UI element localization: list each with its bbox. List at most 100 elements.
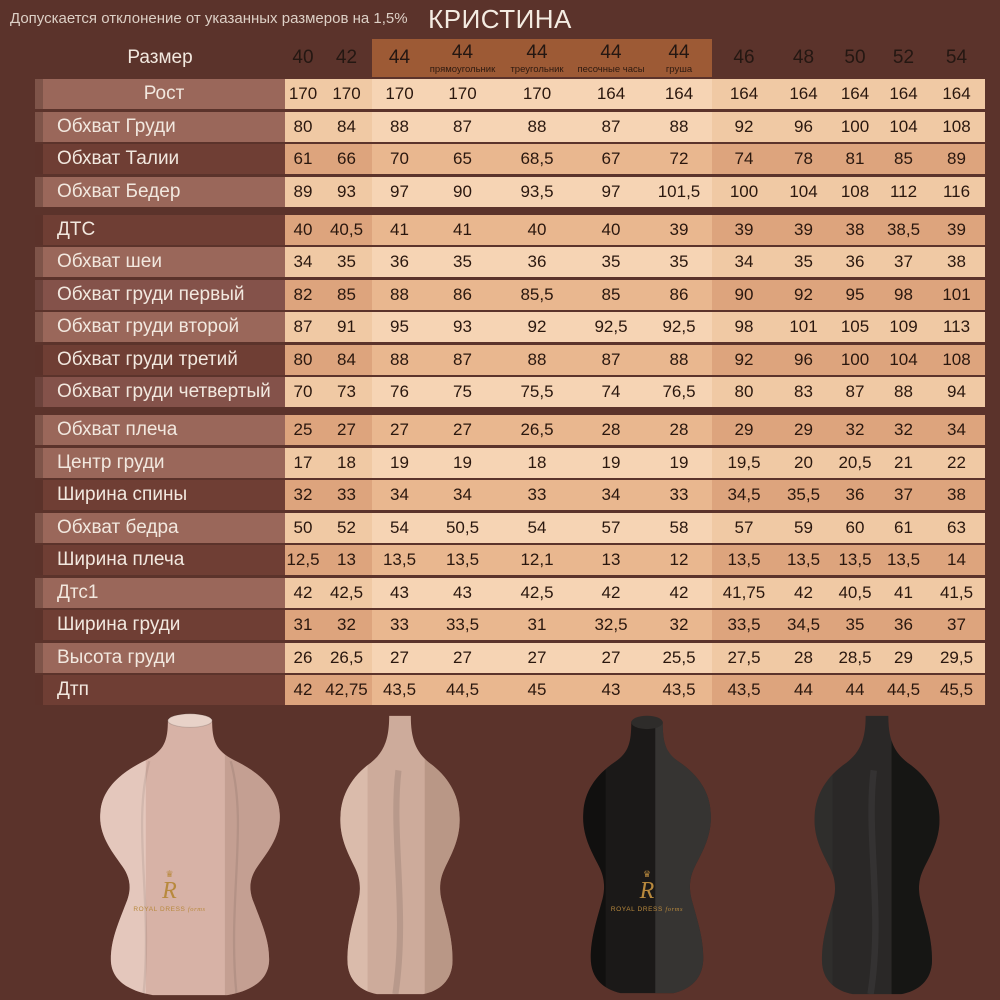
size-column-header: 44 прямоугольник bbox=[427, 39, 498, 77]
value-cell: 108 bbox=[928, 344, 985, 375]
size-column-header: 44 треугольник bbox=[498, 39, 576, 77]
value-cell: 54 bbox=[498, 512, 576, 543]
value-cell: 96 bbox=[776, 111, 831, 142]
measurement-row: Обхват бедра 50 52 54 50,5 54 57 58 57 59 60 61 63 bbox=[35, 512, 985, 543]
value-cell: 43 bbox=[427, 577, 498, 608]
value-cell: 96 bbox=[776, 344, 831, 375]
value-cell: 43 bbox=[372, 577, 427, 608]
value-cell: 45 bbox=[498, 675, 576, 705]
value-cell: 17 bbox=[285, 447, 321, 478]
value-cell: 50,5 bbox=[427, 512, 498, 543]
value-cell: 170 bbox=[498, 79, 576, 109]
measurement-row: Ширина плеча 12,5 13 13,5 13,5 12,1 13 12 13,5 13… bbox=[35, 545, 985, 575]
value-cell: 104 bbox=[879, 344, 928, 375]
value-cell: 12 bbox=[646, 545, 712, 575]
value-cell: 85 bbox=[576, 279, 646, 310]
value-cell: 92 bbox=[498, 312, 576, 342]
value-cell: 80 bbox=[285, 111, 321, 142]
value-cell: 89 bbox=[928, 144, 985, 174]
mannequins-section: ♛ R ROYAL DRESS forms bbox=[0, 706, 1000, 1000]
brand-monogram: R bbox=[162, 878, 177, 905]
value-cell: 28 bbox=[576, 415, 646, 445]
value-cell: 35 bbox=[576, 247, 646, 277]
value-cell: 13,5 bbox=[831, 545, 879, 575]
value-cell: 13,5 bbox=[712, 545, 776, 575]
measurement-row: Обхват груди первый 82 85 88 86 85,5 85 86 90 92 9… bbox=[35, 279, 985, 310]
value-cell: 13,5 bbox=[427, 545, 498, 575]
value-cell: 164 bbox=[831, 79, 879, 109]
value-cell: 13,5 bbox=[372, 545, 427, 575]
value-cell: 41,5 bbox=[928, 577, 985, 608]
size-header-label: Размер bbox=[127, 47, 193, 68]
size-number: 52 bbox=[892, 47, 915, 68]
value-cell: 85 bbox=[879, 144, 928, 174]
size-column-header: 42 bbox=[321, 39, 372, 77]
size-column-header: 50 bbox=[831, 39, 879, 77]
row-label: Ширина плеча bbox=[35, 545, 285, 575]
row-label: Дтс1 bbox=[35, 577, 285, 608]
value-cell: 32 bbox=[321, 610, 372, 640]
size-table: Размер 40 42 44 44 прямоугольник 44 треугольник… bbox=[35, 39, 985, 708]
page-title: КРИСТИНА bbox=[428, 4, 572, 34]
value-cell: 42,75 bbox=[321, 675, 372, 705]
row-label: Обхват бедра bbox=[35, 512, 285, 543]
value-cell: 93,5 bbox=[498, 176, 576, 207]
value-cell: 27 bbox=[498, 642, 576, 673]
value-cell: 104 bbox=[776, 176, 831, 207]
value-cell: 33,5 bbox=[427, 610, 498, 640]
tolerance-note: Допускается отклонение от указанных разм… bbox=[10, 10, 408, 27]
value-cell: 52 bbox=[321, 512, 372, 543]
measurement-row: Ширина груди 31 32 33 33,5 31 32,5 32 33,5 34,5 35… bbox=[35, 610, 985, 640]
value-cell: 26,5 bbox=[498, 415, 576, 445]
value-cell: 43,5 bbox=[646, 675, 712, 705]
value-cell: 93 bbox=[427, 312, 498, 342]
value-cell: 25 bbox=[285, 415, 321, 445]
value-cell: 19 bbox=[427, 447, 498, 478]
value-cell: 41 bbox=[372, 214, 427, 245]
value-cell: 42 bbox=[285, 577, 321, 608]
size-sublabel: треугольник bbox=[510, 63, 564, 75]
value-cell: 40 bbox=[285, 214, 321, 245]
value-cell: 41 bbox=[427, 214, 498, 245]
value-cell: 44,5 bbox=[427, 675, 498, 705]
value-cell: 87 bbox=[285, 312, 321, 342]
value-cell: 38,5 bbox=[879, 214, 928, 245]
size-number: 44 bbox=[451, 41, 474, 63]
measurement-row: Обхват плеча 25 27 27 27 26,5 28 28 29 29 32 32 34 bbox=[35, 415, 985, 445]
value-cell: 28,5 bbox=[831, 642, 879, 673]
row-label: Обхват груди четвертый bbox=[35, 377, 285, 407]
value-cell: 40 bbox=[498, 214, 576, 245]
value-cell: 35 bbox=[321, 247, 372, 277]
value-cell: 13,5 bbox=[776, 545, 831, 575]
value-cell: 36 bbox=[372, 247, 427, 277]
mannequin-beige-back-art bbox=[340, 715, 460, 995]
value-cell: 70 bbox=[372, 144, 427, 174]
value-cell: 40 bbox=[576, 214, 646, 245]
row-label: Высота груди bbox=[35, 642, 285, 673]
value-cell: 95 bbox=[372, 312, 427, 342]
mannequin-beige-front: ♛ R ROYAL DRESS forms bbox=[62, 708, 318, 998]
value-cell: 32 bbox=[285, 480, 321, 510]
size-column-header: 48 bbox=[776, 39, 831, 77]
value-cell: 37 bbox=[928, 610, 985, 640]
size-sublabel: груша bbox=[665, 63, 693, 75]
value-cell: 43,5 bbox=[712, 675, 776, 705]
value-cell: 82 bbox=[285, 279, 321, 310]
value-cell: 92 bbox=[776, 279, 831, 310]
size-number: 40 bbox=[292, 47, 314, 68]
measurement-row: Обхват груди второй 87 91 95 93 92 92,5 92,5 98 1… bbox=[35, 312, 985, 342]
value-cell: 18 bbox=[321, 447, 372, 478]
value-cell: 19,5 bbox=[712, 447, 776, 478]
measurement-row: Обхват груди четвертый 70 73 76 75 75,5 74 76,5… bbox=[35, 377, 985, 407]
value-cell: 88 bbox=[372, 111, 427, 142]
value-cell: 34,5 bbox=[712, 480, 776, 510]
value-cell: 113 bbox=[928, 312, 985, 342]
brand-caps: ROYAL DRESS bbox=[610, 906, 663, 914]
value-cell: 80 bbox=[285, 344, 321, 375]
brand-script: forms bbox=[187, 906, 206, 914]
value-cell: 75 bbox=[427, 377, 498, 407]
brand-monogram: R bbox=[639, 878, 655, 905]
value-cell: 105 bbox=[831, 312, 879, 342]
value-cell: 84 bbox=[321, 111, 372, 142]
value-cell: 61 bbox=[879, 512, 928, 543]
